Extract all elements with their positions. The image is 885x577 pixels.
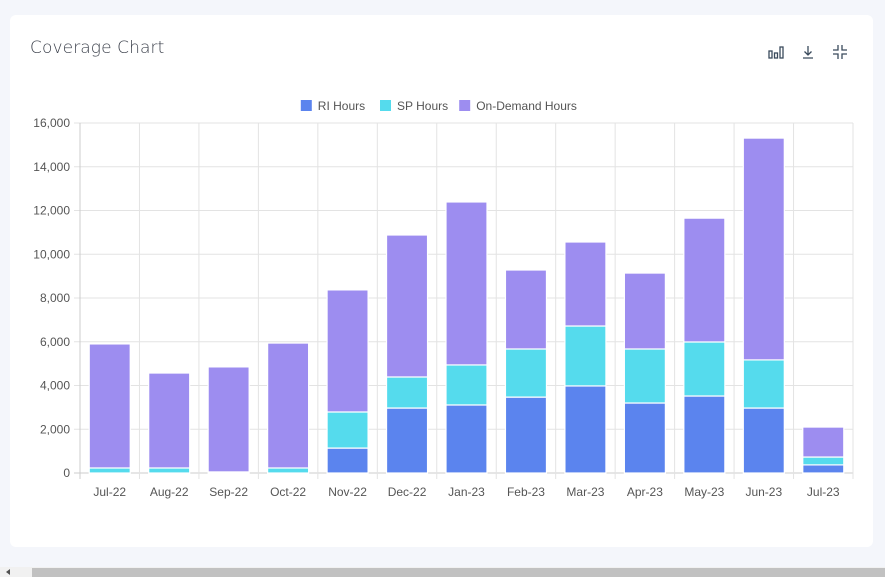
- bar-segment[interactable]: [802, 464, 845, 474]
- bar-segment[interactable]: [385, 234, 429, 378]
- legend-swatch[interactable]: [380, 100, 391, 111]
- x-tick-label: Jul-22: [93, 485, 126, 499]
- bar-segment[interactable]: [564, 385, 607, 474]
- bar-segment[interactable]: [88, 467, 131, 474]
- x-tick-label: Nov-22: [328, 485, 367, 499]
- x-tick-label: Jun-23: [745, 485, 782, 499]
- bar-segment[interactable]: [504, 348, 548, 398]
- y-tick-label: 0: [63, 466, 70, 480]
- scroll-left-arrow-icon[interactable]: [6, 569, 10, 575]
- bar-segment[interactable]: [683, 217, 726, 343]
- bar-segment[interactable]: [267, 342, 310, 469]
- bar-segment[interactable]: [504, 396, 548, 474]
- bar-segment[interactable]: [683, 395, 726, 474]
- y-tick-label: 14,000: [33, 160, 70, 174]
- x-tick-label: Apr-23: [627, 485, 663, 499]
- bar-segment[interactable]: [207, 366, 250, 473]
- bar-segment[interactable]: [742, 407, 785, 474]
- horizontal-scrollbar[interactable]: [0, 567, 885, 577]
- bar-segment[interactable]: [326, 289, 369, 413]
- y-tick-label: 2,000: [40, 422, 70, 436]
- x-tick-label: Jan-23: [448, 485, 485, 499]
- bar-segment[interactable]: [445, 404, 488, 474]
- x-tick-label: Oct-22: [270, 485, 306, 499]
- y-tick-label: 6,000: [40, 335, 70, 349]
- bar-segment[interactable]: [742, 137, 785, 361]
- legend-label[interactable]: RI Hours: [318, 99, 365, 113]
- bar-segment[interactable]: [623, 272, 666, 350]
- download-icon[interactable]: [799, 43, 817, 61]
- bar-segment[interactable]: [148, 372, 191, 469]
- bar-segment[interactable]: [564, 241, 607, 327]
- y-tick-label: 16,000: [33, 116, 70, 130]
- y-tick-label: 10,000: [33, 247, 70, 261]
- bar-segment[interactable]: [802, 456, 845, 466]
- bar-segment[interactable]: [148, 467, 191, 474]
- x-tick-label: May-23: [684, 485, 724, 499]
- legend-label[interactable]: SP Hours: [397, 99, 448, 113]
- x-tick-label: Mar-23: [566, 485, 604, 499]
- x-tick-label: Aug-22: [150, 485, 189, 499]
- bar-segment[interactable]: [742, 359, 785, 409]
- y-tick-label: 4,000: [40, 379, 70, 393]
- bar-segment[interactable]: [326, 411, 369, 449]
- legend-swatch[interactable]: [459, 100, 471, 111]
- bar-segment[interactable]: [385, 407, 429, 474]
- bar-segment[interactable]: [683, 341, 726, 397]
- x-tick-label: Sep-22: [209, 485, 248, 499]
- bar-segment[interactable]: [504, 269, 548, 350]
- bar-segment[interactable]: [564, 325, 607, 387]
- bar-segment[interactable]: [623, 348, 666, 404]
- legend-label[interactable]: On-Demand Hours: [476, 99, 577, 113]
- collapse-icon[interactable]: [831, 43, 849, 61]
- chart-toolbar: [767, 43, 849, 61]
- x-tick-label: Jul-23: [807, 485, 840, 499]
- card-title: Coverage Chart: [30, 38, 165, 58]
- y-tick-label: 12,000: [33, 204, 70, 218]
- bar-segment[interactable]: [385, 376, 429, 409]
- bar-segment[interactable]: [267, 467, 310, 474]
- legend-swatch[interactable]: [300, 100, 312, 111]
- bar-segment[interactable]: [445, 364, 488, 406]
- bar-chart-icon[interactable]: [767, 43, 785, 61]
- bar-segment[interactable]: [802, 426, 845, 458]
- scrollbar-thumb[interactable]: [32, 568, 885, 577]
- x-tick-label: Dec-22: [388, 485, 427, 499]
- bar-segment[interactable]: [623, 402, 666, 474]
- bar-segment[interactable]: [445, 201, 488, 366]
- bar-segment[interactable]: [326, 447, 369, 474]
- x-tick-label: Feb-23: [507, 485, 545, 499]
- bar-segment[interactable]: [88, 343, 131, 469]
- y-tick-label: 8,000: [40, 291, 70, 305]
